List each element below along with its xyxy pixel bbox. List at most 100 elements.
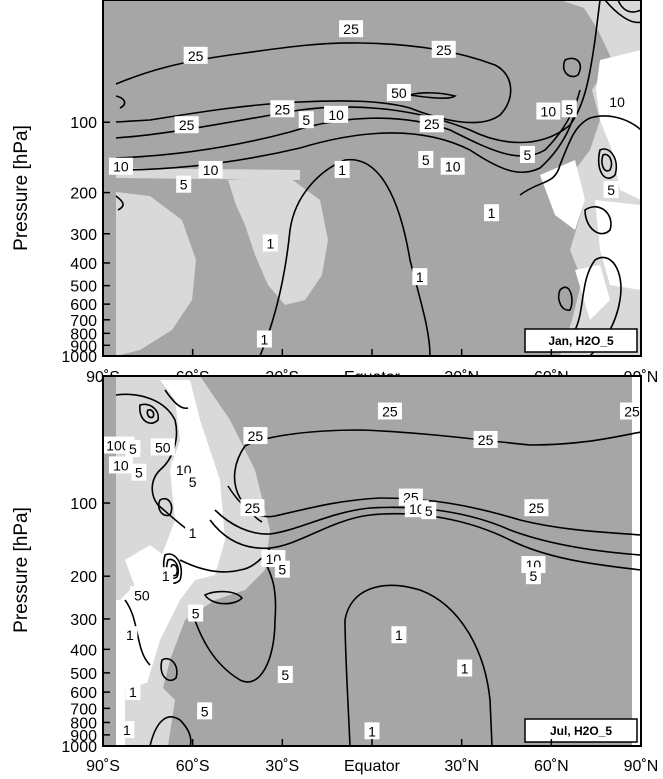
contour-label: 25: [339, 20, 364, 37]
contour-label-background: [431, 40, 456, 58]
white-shading: [632, 376, 641, 746]
contour-label-background: [129, 586, 154, 604]
x-tick-label: Equator: [344, 758, 401, 775]
contour-closed: [157, 497, 173, 517]
contour-label-text: 5: [607, 182, 615, 198]
contour-25-lower: [227, 485, 641, 536]
contour-label: 5: [176, 175, 192, 193]
contour-5: [209, 512, 641, 571]
contour-closed: [139, 403, 160, 424]
contour-label-text: 10: [328, 107, 344, 123]
contour-label-background: [125, 440, 141, 458]
contour-label-background: [536, 102, 561, 120]
contour-label-background: [158, 567, 174, 585]
contour-label-text: 5: [425, 503, 433, 519]
contour-label: 5: [185, 473, 201, 491]
contour-closed: [597, 148, 618, 179]
contour-label-background: [377, 402, 402, 420]
y-tick-label: 1000: [61, 349, 97, 366]
contour-label: 25: [473, 430, 498, 448]
x-tick-label: 30˚S: [265, 758, 299, 775]
contour-label-background: [188, 604, 204, 622]
contour-label: 10: [536, 102, 561, 120]
contour-label: 5: [418, 150, 434, 168]
contour-label-background: [324, 105, 349, 123]
contour-label-background: [519, 145, 535, 163]
contour-label-background: [386, 84, 411, 102]
contour-label-background: [484, 204, 500, 222]
contour-label-background: [108, 456, 133, 474]
contour-label-text: 1: [368, 723, 376, 739]
contour-label: 1: [158, 567, 174, 585]
x-tick-label: 90˚N: [624, 758, 659, 775]
y-tick-label: 600: [70, 685, 97, 702]
panel-label: Jan, H2O_5: [548, 334, 614, 348]
contour-label-text: 25: [424, 116, 440, 132]
contour-label: 50: [386, 84, 411, 102]
contour-label-background: [473, 430, 498, 448]
white-shading: [596, 50, 641, 200]
contour-label-background: [125, 683, 141, 701]
contour-label: 50: [150, 438, 175, 456]
contour-25-left: [233, 445, 263, 523]
contour-label: 5: [131, 463, 147, 481]
contour-label-text: 5: [530, 568, 538, 584]
light-shading: [228, 178, 328, 305]
contour-label-background: [457, 659, 473, 677]
contour-closed: [562, 57, 582, 78]
contour-label-text: 1: [126, 627, 134, 643]
panel-label-background: [524, 718, 638, 743]
contour-label-background: [262, 234, 278, 252]
y-tick-label: 600: [70, 297, 97, 314]
contour-polar: [115, 393, 196, 536]
contour-label-text: 25: [529, 500, 545, 516]
contour-small: [115, 95, 126, 109]
contour-label: 25: [243, 427, 268, 445]
contour-label-text: 25: [275, 101, 291, 117]
contour-5-loop: [189, 554, 277, 683]
contour-label: 1: [125, 683, 141, 701]
contour-label-background: [412, 268, 428, 286]
contour-1-arc: [519, 115, 641, 196]
contour-lines: [115, 0, 641, 356]
contour-label-text: 25: [624, 404, 640, 420]
contour-label-background: [119, 721, 135, 739]
y-tick-label: 500: [70, 666, 97, 683]
contour-label-text: 5: [189, 474, 197, 490]
contour-label: 10: [108, 157, 133, 175]
y-tick-label: 700: [70, 701, 97, 718]
contour-50: [409, 92, 457, 100]
x-tick-label: 60˚N: [534, 758, 569, 775]
y-tick-label: 300: [70, 612, 97, 629]
y-axis-label: Pressure [hPa]: [11, 125, 32, 251]
contour-label-text: 1: [395, 627, 403, 643]
contour-label: 1: [412, 268, 428, 286]
contour-label-background: [525, 567, 541, 585]
contour-label: 5: [603, 181, 619, 199]
y-tick-label: 100: [70, 115, 97, 132]
y-axis-label: Pressure [hPa]: [11, 507, 32, 633]
contour-label: 10: [108, 456, 133, 474]
x-ticks: 90˚S 60˚S 30˚S Equator 30˚N 60˚N 90˚N: [86, 739, 658, 775]
contour-label-text: 10: [445, 159, 461, 175]
contour-label-background: [183, 46, 208, 64]
white-shading: [125, 545, 170, 600]
light-shading: [116, 380, 180, 600]
contour-label: 1: [391, 626, 407, 644]
x-tick-label: 30˚N: [444, 758, 479, 775]
contour-label: 25: [240, 499, 265, 517]
y-tick-label: 800: [70, 326, 97, 343]
contour-label: 5: [274, 560, 290, 578]
contour-label-text: 10: [409, 501, 425, 517]
contour-label-text: 1: [416, 269, 424, 285]
y-tick-label: 200: [70, 186, 97, 203]
contour-label-background: [176, 175, 192, 193]
contour-label-background: [270, 100, 295, 118]
contour-label-text: 25: [382, 404, 398, 420]
y-tick-label: 400: [70, 256, 97, 273]
contour-label: 25: [174, 116, 199, 134]
